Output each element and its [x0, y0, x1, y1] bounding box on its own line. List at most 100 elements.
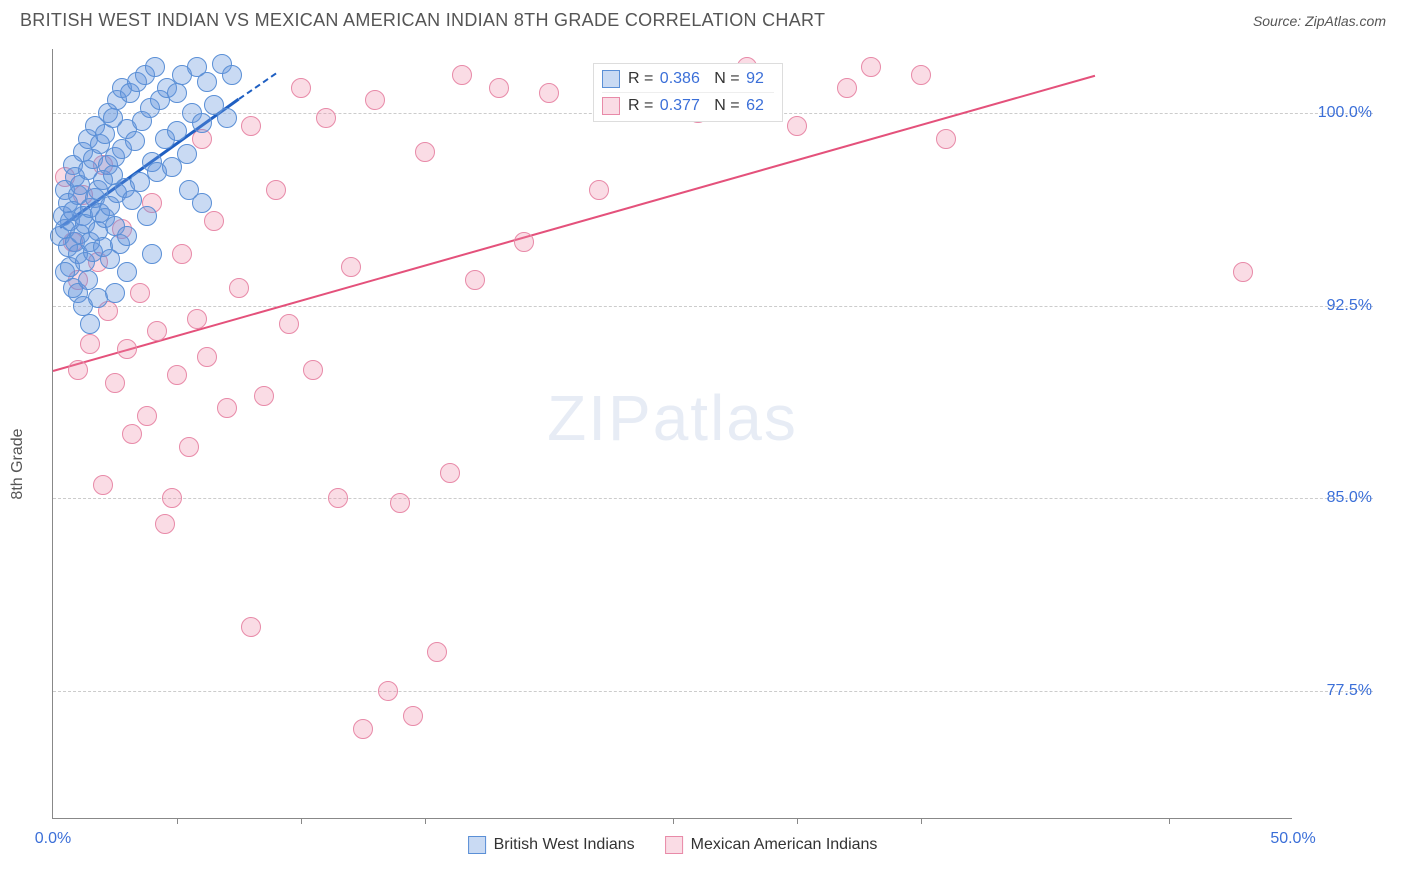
data-point — [861, 57, 881, 77]
data-point — [155, 514, 175, 534]
data-point — [179, 437, 199, 457]
data-point — [403, 706, 423, 726]
data-point — [105, 283, 125, 303]
data-point — [117, 339, 137, 359]
data-point — [167, 121, 187, 141]
data-point — [130, 283, 150, 303]
legend-label-bwi: British West Indians — [494, 836, 635, 854]
data-point — [390, 493, 410, 513]
trend-line-extrapolated — [238, 72, 276, 99]
grid-line — [53, 691, 1373, 692]
y-tick-label: 100.0% — [1302, 104, 1372, 122]
y-axis-label: 8th Grade — [9, 428, 27, 499]
series-legend: British West Indians Mexican American In… — [468, 836, 878, 854]
data-point — [378, 681, 398, 701]
source-attribution: Source: ZipAtlas.com — [1253, 13, 1386, 29]
legend-item-bwi: British West Indians — [468, 836, 635, 854]
data-point — [837, 78, 857, 98]
data-point — [147, 321, 167, 341]
data-point — [427, 642, 447, 662]
data-point — [365, 90, 385, 110]
data-point — [122, 424, 142, 444]
stats-row: R = 0.386 N = 92 — [602, 68, 774, 90]
data-point — [589, 180, 609, 200]
data-point — [266, 180, 286, 200]
stats-swatch — [602, 70, 620, 88]
x-tick — [673, 818, 674, 824]
data-point — [440, 463, 460, 483]
watermark-zip: ZIP — [547, 382, 653, 454]
data-point — [117, 262, 137, 282]
data-point — [122, 190, 142, 210]
data-point — [162, 488, 182, 508]
data-point — [105, 373, 125, 393]
data-point — [137, 406, 157, 426]
grid-line — [53, 498, 1373, 499]
data-point — [328, 488, 348, 508]
data-point — [197, 72, 217, 92]
y-tick-label: 77.5% — [1302, 682, 1372, 700]
data-point — [415, 142, 435, 162]
watermark-atlas: atlas — [653, 382, 798, 454]
data-point — [125, 131, 145, 151]
stats-legend: R = 0.386 N = 92 R = 0.377 N = 62 — [593, 63, 783, 122]
data-point — [279, 314, 299, 334]
data-point — [142, 244, 162, 264]
data-point — [117, 226, 137, 246]
data-point — [137, 206, 157, 226]
source-name: ZipAtlas.com — [1305, 13, 1386, 29]
data-point — [222, 65, 242, 85]
data-point — [316, 108, 336, 128]
data-point — [452, 65, 472, 85]
x-tick — [425, 818, 426, 824]
data-point — [80, 314, 100, 334]
chart-container: 8th Grade ZIPatlas British West Indians … — [0, 39, 1406, 889]
data-point — [172, 244, 192, 264]
data-point — [167, 83, 187, 103]
x-tick — [1169, 818, 1170, 824]
data-point — [241, 116, 261, 136]
data-point — [177, 144, 197, 164]
data-point — [1233, 262, 1253, 282]
data-point — [68, 360, 88, 380]
data-point — [911, 65, 931, 85]
legend-swatch-bwi — [468, 836, 486, 854]
stats-row: R = 0.377 N = 62 — [602, 92, 774, 117]
data-point — [197, 347, 217, 367]
watermark: ZIPatlas — [547, 381, 798, 455]
data-point — [145, 57, 165, 77]
data-point — [78, 270, 98, 290]
chart-header: BRITISH WEST INDIAN VS MEXICAN AMERICAN … — [0, 0, 1406, 39]
data-point — [192, 193, 212, 213]
data-point — [217, 108, 237, 128]
y-tick-label: 92.5% — [1302, 297, 1372, 315]
data-point — [291, 78, 311, 98]
data-point — [187, 309, 207, 329]
data-point — [192, 113, 212, 133]
data-point — [241, 617, 261, 637]
legend-label-mai: Mexican American Indians — [691, 836, 878, 854]
data-point — [167, 365, 187, 385]
data-point — [787, 116, 807, 136]
legend-swatch-mai — [665, 836, 683, 854]
data-point — [353, 719, 373, 739]
x-tick — [301, 818, 302, 824]
data-point — [80, 334, 100, 354]
x-tick — [797, 818, 798, 824]
y-tick-label: 85.0% — [1302, 489, 1372, 507]
data-point — [936, 129, 956, 149]
chart-title: BRITISH WEST INDIAN VS MEXICAN AMERICAN … — [20, 10, 825, 31]
legend-item-mai: Mexican American Indians — [665, 836, 878, 854]
x-tick-label: 0.0% — [35, 830, 71, 848]
data-point — [465, 270, 485, 290]
data-point — [254, 386, 274, 406]
data-point — [514, 232, 534, 252]
plot-area: ZIPatlas British West Indians Mexican Am… — [52, 49, 1292, 819]
data-point — [341, 257, 361, 277]
grid-line — [53, 306, 1373, 307]
data-point — [93, 475, 113, 495]
data-point — [489, 78, 509, 98]
data-point — [303, 360, 323, 380]
x-tick-label: 50.0% — [1270, 830, 1315, 848]
stats-swatch — [602, 97, 620, 115]
